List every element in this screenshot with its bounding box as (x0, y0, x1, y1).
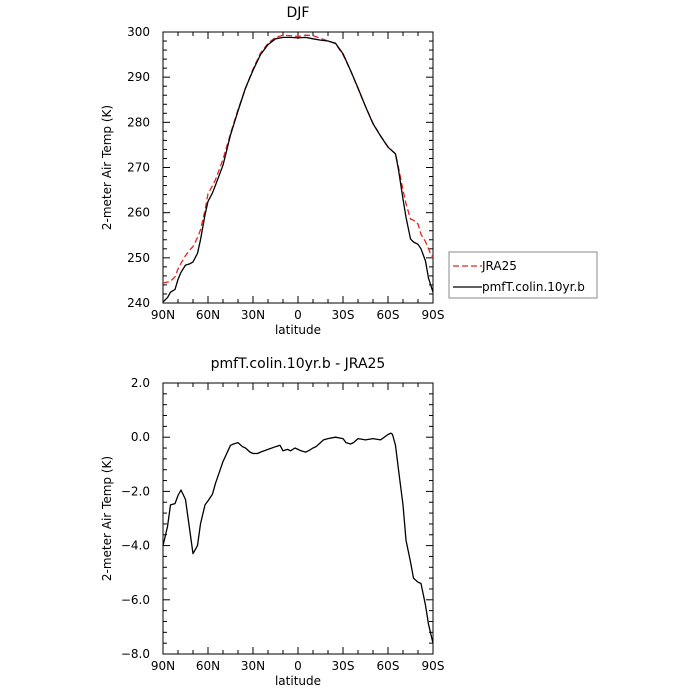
x-tick-label: 30S (332, 659, 355, 673)
y-axis-label: 2-meter Air Temp (K) (100, 456, 114, 581)
x-axis-label: latitude (275, 323, 321, 337)
y-tick-label: 260 (127, 206, 150, 220)
x-tick-label: 60S (377, 308, 400, 322)
plot-frame (162, 382, 434, 655)
y-tick-label: 300 (127, 25, 150, 39)
y-tick-label: 2.0 (131, 376, 150, 390)
x-tick-label: 90N (151, 308, 175, 322)
y-axis-label: 2-meter Air Temp (K) (100, 105, 114, 230)
legend-label: JRA25 (481, 259, 517, 273)
y-tick-label: 290 (127, 70, 150, 84)
chart-title: pmfT.colin.10yr.b - JRA25 (211, 356, 386, 372)
chart-panel-2: pmfT.colin.10yr.b - JRA25 90N 60N 30N 0 30S 60… (100, 356, 444, 688)
x-tick-label: 90N (151, 659, 175, 673)
chart-title: DJF (287, 5, 310, 21)
x-tick-label: 0 (294, 308, 302, 322)
y-tick-label: 250 (127, 251, 150, 265)
legend-box (448, 251, 598, 299)
y-tick-label: −6.0 (121, 593, 150, 607)
y-tick-label: 0.0 (131, 430, 150, 444)
x-tick-label: 0 (294, 659, 302, 673)
x-tick-label: 60N (196, 308, 220, 322)
series-line-1 (162, 432, 434, 644)
chart-panel-1: DJF 90N 60N 30N 0 30S 60S 90S 240 250 260 270 280 290… (100, 5, 598, 337)
plot-frame (162, 31, 434, 304)
chart-panels: DJF 90N 60N 30N 0 30S 60S 90S 240 250 260 270 280 290… (100, 5, 598, 688)
legend-label: pmfT.colin.10yr.b (482, 280, 585, 294)
x-tick-label: 60N (196, 659, 220, 673)
y-tick-label: 240 (127, 296, 150, 310)
y-tick-label: −2.0 (121, 484, 150, 498)
x-tick-label: 30N (241, 308, 265, 322)
y-tick-label: −4.0 (121, 539, 150, 553)
x-tick-label: 30S (332, 308, 355, 322)
x-tick-label: 90S (422, 659, 445, 673)
series-line-1 (162, 34, 434, 284)
series-line-2 (162, 36, 434, 303)
y-tick-label: 270 (127, 161, 150, 175)
x-tick-label: 30N (241, 659, 265, 673)
y-tick-label: −8.0 (121, 647, 150, 661)
x-axis-label: latitude (275, 674, 321, 688)
x-tick-label: 60S (377, 659, 400, 673)
y-tick-label: 280 (127, 115, 150, 129)
x-tick-label: 90S (422, 308, 445, 322)
